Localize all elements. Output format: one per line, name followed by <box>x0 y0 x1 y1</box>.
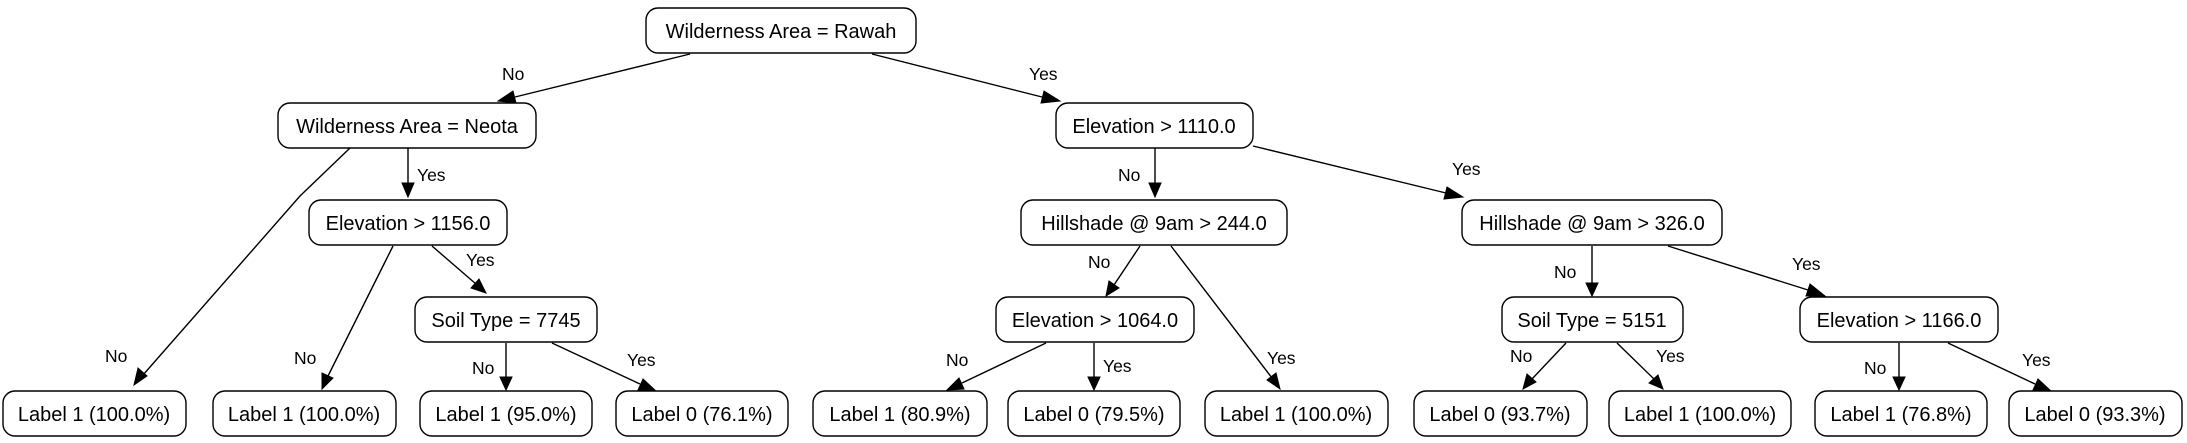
edge-label-yes: Yes <box>1029 64 1058 84</box>
edge-label-yes: Yes <box>1452 159 1481 179</box>
node-elevation-1166: Elevation > 1166.0 <box>1799 296 1999 343</box>
edge-soil7745-no: No <box>472 343 513 392</box>
leaf-node: Label 1 (100.0%) <box>1204 390 1389 437</box>
leaf-label: Label 0 (76.1%) <box>631 404 772 426</box>
edge-label-yes: Yes <box>2022 350 2051 370</box>
edge-elev1064-no: No <box>945 342 1047 391</box>
leaf-node: Label 1 (76.8%) <box>1814 390 1988 437</box>
edge-elev1064-yes: Yes <box>1087 343 1132 392</box>
node-label: Wilderness Area = Rawah <box>666 21 897 43</box>
edge-label-no: No <box>294 348 316 368</box>
edge-soil7745-yes: Yes <box>551 342 658 392</box>
node-label: Elevation > 1156.0 <box>326 213 491 235</box>
node-soil-type-5151: Soil Type = 5151 <box>1501 296 1684 343</box>
node-hillshade-244: Hillshade @ 9am > 244.0 <box>1020 199 1288 246</box>
edge-soil5151-no: No <box>1510 342 1567 390</box>
edge-label-no: No <box>1088 252 1110 272</box>
edge-label-yes: Yes <box>627 350 656 370</box>
edge-label-no: No <box>1118 165 1140 185</box>
edge-label-yes: Yes <box>1792 254 1821 274</box>
leaf-label: Label 1 (100.0%) <box>228 404 380 426</box>
node-label: Elevation > 1166.0 <box>1817 310 1982 332</box>
leaf-node: Label 0 (93.3%) <box>2008 390 2183 437</box>
node-soil-type-7745: Soil Type = 7745 <box>414 296 598 343</box>
node-elevation-1064: Elevation > 1064.0 <box>995 296 1195 343</box>
edge-elev1110-no: No <box>1118 148 1162 199</box>
edge-label-no: No <box>105 346 127 366</box>
node-label: Hillshade @ 9am > 326.0 <box>1479 213 1704 235</box>
edge-label-no: No <box>1554 262 1576 282</box>
leaf-node: Label 1 (100.0%) <box>212 390 397 437</box>
edge-neota-yes: Yes <box>401 148 446 199</box>
edge-elev1156-yes: Yes <box>431 245 495 294</box>
node-label: Wilderness Area = Neota <box>296 116 519 138</box>
leaf-label: Label 1 (76.8%) <box>1830 404 1971 426</box>
node-elevation-1156: Elevation > 1156.0 <box>308 199 508 246</box>
edge-label-yes: Yes <box>1656 346 1685 366</box>
node-wilderness-rawah: Wilderness Area = Rawah <box>645 7 917 54</box>
node-label: Elevation > 1064.0 <box>1012 310 1178 332</box>
leaf-label: Label 0 (93.3%) <box>2024 404 2165 426</box>
edge-hill326-no: No <box>1554 246 1599 298</box>
edge-elev1110-yes: Yes <box>1252 145 1481 200</box>
edge-hill244-no: No <box>1088 245 1141 298</box>
node-label: Soil Type = 5151 <box>1517 310 1666 332</box>
edge-label-yes: Yes <box>1103 356 1132 376</box>
leaf-label: Label 1 (100.0%) <box>1624 404 1776 426</box>
edge-rawah-yes: Yes <box>871 53 1062 104</box>
leaf-label: Label 1 (100.0%) <box>1220 404 1372 426</box>
edge-elev1166-yes: Yes <box>1947 342 2053 392</box>
edge-label-no: No <box>502 64 524 84</box>
edge-label-yes: Yes <box>417 165 446 185</box>
leaf-node: Label 1 (80.9%) <box>812 390 988 437</box>
edges: No Yes No Yes No Yes <box>105 53 2053 392</box>
node-label: Elevation > 1110.0 <box>1072 116 1235 138</box>
edge-label-no: No <box>472 358 494 378</box>
edge-elev1166-no: No <box>1864 343 1906 392</box>
node-elevation-1110: Elevation > 1110.0 <box>1055 102 1254 149</box>
node-wilderness-neota: Wilderness Area = Neota <box>277 102 537 149</box>
leaf-node: Label 0 (76.1%) <box>615 390 789 437</box>
node-hillshade-326: Hillshade @ 9am > 326.0 <box>1461 199 1723 246</box>
leaf-label: Label 0 (79.5%) <box>1023 404 1164 426</box>
leaf-node: Label 0 (93.7%) <box>1413 390 1588 437</box>
edge-label-no: No <box>946 350 968 370</box>
edge-label-no: No <box>1864 358 1886 378</box>
leaf-node: Label 1 (100.0%) <box>1608 390 1792 437</box>
edge-hill244-yes: Yes <box>1170 245 1296 391</box>
node-label: Hillshade @ 9am > 244.0 <box>1041 213 1266 235</box>
edge-label-no: No <box>1510 346 1532 366</box>
leaf-node: Label 1 (100.0%) <box>2 390 187 437</box>
leaf-label: Label 1 (95.0%) <box>435 404 576 426</box>
edge-elev1156-no: No <box>294 245 394 391</box>
leaf-label: Label 1 (100.0%) <box>18 404 170 426</box>
leaf-node: Label 0 (79.5%) <box>1007 390 1181 437</box>
edge-hill326-yes: Yes <box>1667 245 1827 297</box>
edge-label-yes: Yes <box>466 250 495 270</box>
nodes: Wilderness Area = Rawah Wilderness Area … <box>2 7 2183 437</box>
leaf-label: Label 0 (93.7%) <box>1429 404 1570 426</box>
edge-label-yes: Yes <box>1267 348 1296 368</box>
leaf-label: Label 1 (80.9%) <box>829 404 970 426</box>
node-label: Soil Type = 7745 <box>431 310 580 332</box>
edge-rawah-no: No <box>496 53 691 104</box>
leaf-node: Label 1 (95.0%) <box>419 390 593 437</box>
edge-neota-no: No <box>105 147 351 387</box>
edge-soil5151-yes: Yes <box>1616 342 1685 390</box>
